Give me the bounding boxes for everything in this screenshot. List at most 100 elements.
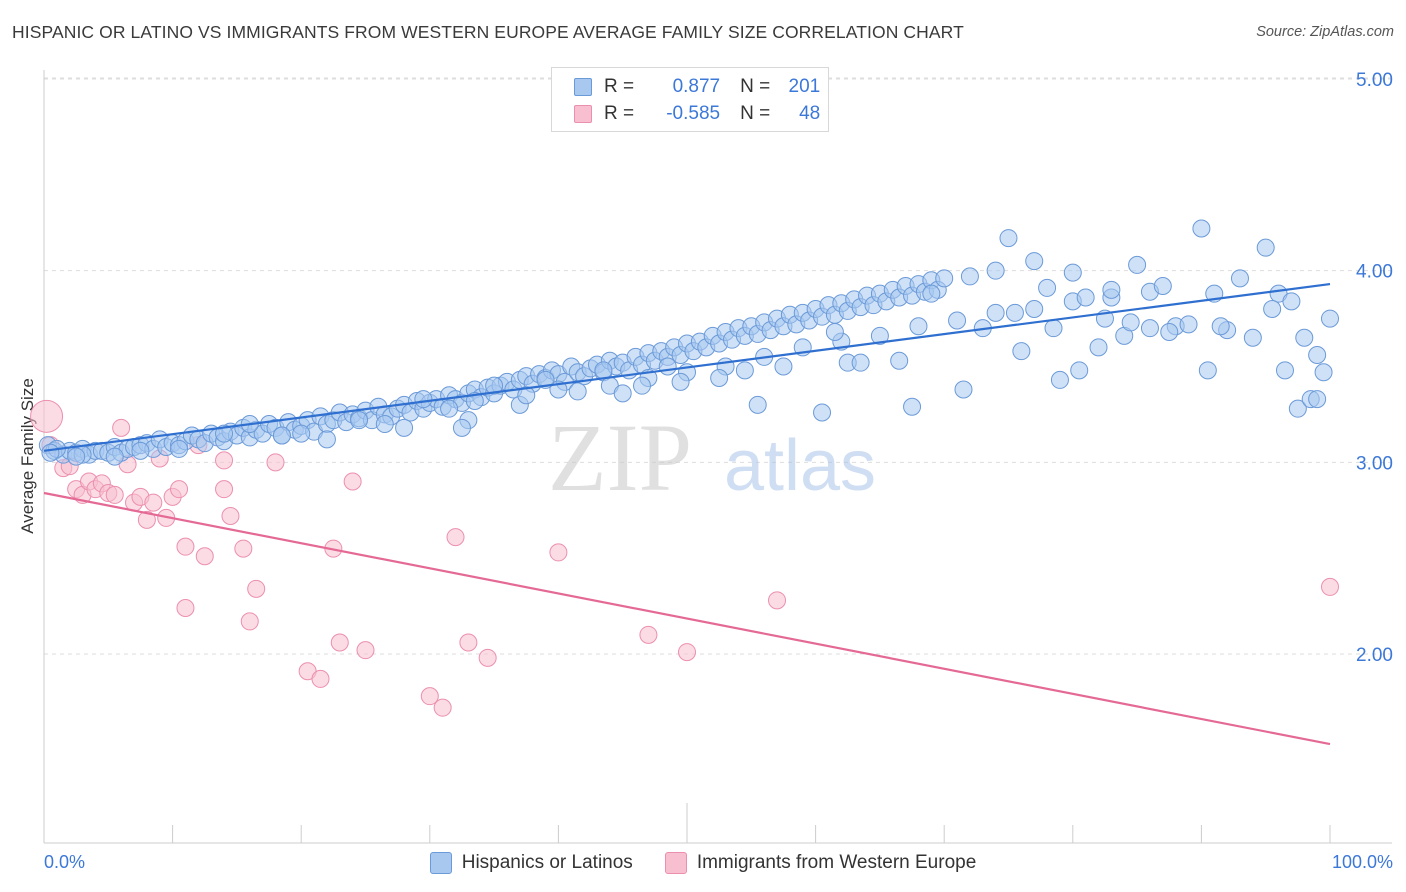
legend-r-value: 0.877 xyxy=(672,76,721,97)
point-western-europe xyxy=(330,633,349,652)
point-hispanic xyxy=(485,376,504,395)
point-hispanic xyxy=(1275,361,1294,380)
point-hispanic xyxy=(851,353,870,372)
y-tick-labels: 2.00 3.00 4.00 5.00 xyxy=(1356,70,1393,666)
point-western-europe xyxy=(112,418,131,437)
point-hispanic xyxy=(1160,323,1179,341)
point-western-europe xyxy=(176,599,195,617)
point-hispanic xyxy=(1044,319,1063,338)
point-western-europe xyxy=(768,591,787,610)
point-hispanic xyxy=(1243,328,1262,347)
point-western-europe xyxy=(240,612,259,631)
point-western-europe xyxy=(549,543,568,562)
point-hispanic xyxy=(440,399,459,418)
point-hispanic xyxy=(1321,309,1339,328)
point-hispanic xyxy=(292,424,311,443)
chart-title: HISPANIC OR LATINO VS IMMIGRANTS FROM WE… xyxy=(12,22,964,42)
point-hispanic xyxy=(105,447,124,466)
point-hispanic xyxy=(1012,342,1031,361)
point-hispanic xyxy=(774,357,793,376)
series-western-europe-points xyxy=(30,399,1339,717)
point-hispanic xyxy=(999,229,1018,248)
point-hispanic xyxy=(1025,252,1044,271)
point-western-europe xyxy=(170,480,189,499)
point-hispanic xyxy=(317,430,336,449)
point-hispanic xyxy=(748,395,767,414)
point-hispanic xyxy=(1153,277,1172,295)
legend-r-value: -0.585 xyxy=(666,103,721,124)
trendline-western-europe xyxy=(43,491,1331,746)
point-hispanic xyxy=(1211,317,1230,336)
point-hispanic xyxy=(414,390,433,409)
legend-n-value: 48 xyxy=(799,103,821,124)
legend-swatch-pink xyxy=(664,852,687,874)
point-hispanic xyxy=(395,418,414,437)
point-western-europe xyxy=(311,669,330,688)
point-western-europe xyxy=(105,485,124,504)
point-western-europe xyxy=(446,528,465,547)
point-hispanic xyxy=(1314,363,1333,382)
point-hispanic xyxy=(375,415,394,433)
legend-item-western-europe[interactable]: Immigrants from Western Europe xyxy=(664,852,977,874)
point-hispanic xyxy=(948,311,967,330)
point-western-europe xyxy=(343,472,362,491)
point-hispanic xyxy=(67,447,86,466)
legend-n-label: N = xyxy=(740,76,771,97)
point-hispanic xyxy=(1230,269,1249,288)
point-western-europe xyxy=(215,451,234,470)
point-hispanic xyxy=(986,261,1005,280)
point-western-europe xyxy=(478,648,497,667)
series-legend: Hispanics or Latinos Immigrants from Wes… xyxy=(0,852,1406,874)
legend-label-hispanic: Hispanics or Latinos xyxy=(461,852,633,873)
legend-r-label: R = xyxy=(604,76,635,97)
point-hispanic xyxy=(1089,338,1108,357)
x-tick-label-max: 100.0% xyxy=(1331,852,1393,872)
watermark: ZIP atlas xyxy=(548,404,876,511)
point-western-europe xyxy=(266,453,285,472)
y-tick-label: 4.00 xyxy=(1356,262,1393,283)
chart-source: Source: ZipAtlas.com xyxy=(1256,24,1394,40)
y-tick-label: 2.00 xyxy=(1356,645,1393,666)
point-hispanic xyxy=(671,372,690,391)
watermark-atlas: atlas xyxy=(724,426,876,506)
point-hispanic xyxy=(909,317,928,336)
point-hispanic xyxy=(1288,399,1307,418)
point-western-europe xyxy=(247,579,266,598)
point-western-europe xyxy=(195,547,214,566)
point-hispanic xyxy=(41,443,60,462)
point-western-europe xyxy=(137,510,156,529)
legend-n-value: 201 xyxy=(788,76,821,97)
point-hispanic xyxy=(890,351,909,370)
point-hispanic xyxy=(922,284,941,303)
point-hispanic xyxy=(903,397,922,416)
point-hispanic xyxy=(1282,292,1301,311)
point-western-europe xyxy=(678,643,696,662)
point-hispanic xyxy=(1263,300,1282,318)
point-hispanic xyxy=(735,361,754,380)
point-hispanic xyxy=(1308,346,1327,364)
point-hispanic xyxy=(954,380,973,399)
point-hispanic xyxy=(465,392,484,410)
point-hispanic xyxy=(452,418,471,437)
point-hispanic xyxy=(1308,390,1327,409)
point-western-europe xyxy=(459,633,478,652)
point-hispanic xyxy=(170,439,189,458)
point-western-europe xyxy=(433,698,452,717)
legend-row-western-europe: R = -0.585 N = 48 xyxy=(574,101,820,127)
legend-r-label: R = xyxy=(604,103,635,124)
point-western-europe xyxy=(234,539,253,558)
legend-row-hispanic: R = 0.877 N = 201 xyxy=(574,74,820,100)
legend-swatch-blue xyxy=(574,78,592,96)
point-hispanic xyxy=(935,269,954,288)
point-hispanic xyxy=(1070,361,1089,380)
point-hispanic xyxy=(813,403,832,422)
legend-item-hispanic[interactable]: Hispanics or Latinos xyxy=(429,852,633,874)
legend-label-western-europe: Immigrants from Western Europe xyxy=(696,852,977,873)
point-western-europe xyxy=(1321,577,1339,596)
point-hispanic xyxy=(1198,361,1217,380)
y-tick-label: 3.00 xyxy=(1356,453,1393,474)
point-hispanic xyxy=(1050,370,1069,389)
point-western-europe xyxy=(221,507,240,525)
point-western-europe xyxy=(144,493,163,512)
point-western-europe xyxy=(356,641,375,660)
